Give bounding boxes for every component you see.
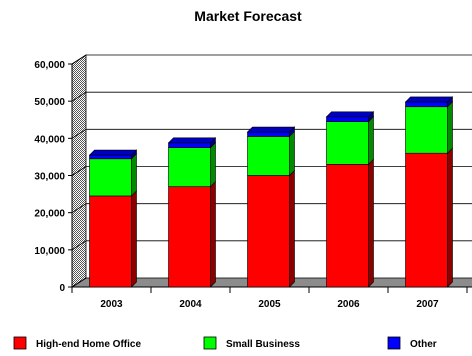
bar-segment bbox=[247, 175, 290, 288]
bar-side bbox=[447, 147, 453, 288]
gridline-wall bbox=[71, 203, 87, 214]
legend-label: High-end Home Office bbox=[36, 339, 141, 350]
bar-side bbox=[131, 190, 137, 288]
y-tick-label: 30,000 bbox=[34, 172, 65, 183]
bar-side bbox=[210, 141, 216, 188]
gridline-wall bbox=[71, 91, 87, 102]
y-tick-label: 50,000 bbox=[34, 97, 65, 108]
bar-segment bbox=[247, 136, 290, 176]
bar-segment bbox=[89, 154, 132, 160]
bar-side bbox=[368, 158, 374, 288]
bar-top bbox=[404, 96, 454, 103]
bar-segment bbox=[168, 147, 211, 187]
bar-segment bbox=[326, 116, 369, 122]
bar-top bbox=[167, 137, 217, 144]
x-tick-label: 2006 bbox=[337, 299, 360, 310]
y-tick-label: 10,000 bbox=[34, 246, 65, 257]
y-tick-label: 0 bbox=[59, 283, 65, 294]
legend-label: Other bbox=[410, 339, 437, 350]
gridline-wall bbox=[71, 166, 87, 176]
bar-segment bbox=[405, 101, 448, 108]
bar-segment bbox=[168, 186, 211, 288]
bar-segment bbox=[89, 158, 132, 197]
bar-top bbox=[325, 111, 375, 118]
gridline-wall bbox=[71, 54, 87, 65]
legend-swatch bbox=[13, 336, 27, 350]
bar-top bbox=[88, 149, 138, 156]
bar-segment bbox=[326, 121, 369, 165]
bar-top bbox=[246, 126, 296, 133]
bar-segment bbox=[168, 142, 211, 148]
bar-segment bbox=[405, 152, 448, 288]
gridline-wall bbox=[71, 240, 87, 251]
x-tick-label: 2004 bbox=[179, 299, 202, 310]
bar-side bbox=[289, 169, 295, 288]
y-tick-label: 60,000 bbox=[34, 60, 65, 71]
bar-segment bbox=[326, 164, 369, 288]
legend-label: Small Business bbox=[226, 339, 300, 350]
bar-segment bbox=[89, 195, 132, 288]
y-tick-label: 20,000 bbox=[34, 209, 65, 220]
bar-side bbox=[210, 180, 216, 288]
plot-area: 0 10,000 20,000 30,000 40,000 50,000 60,000 200… bbox=[34, 54, 472, 310]
gridline-wall bbox=[71, 277, 87, 288]
bar-side bbox=[131, 153, 137, 197]
x-tick-label: 2007 bbox=[416, 299, 439, 310]
bar-segment bbox=[247, 131, 290, 137]
x-tick-label: 2003 bbox=[100, 299, 123, 310]
y-tick-label: 40,000 bbox=[34, 134, 65, 145]
bar-segment bbox=[405, 106, 448, 154]
bar-side bbox=[289, 130, 295, 177]
gridline-wall bbox=[71, 128, 87, 139]
legend-swatch bbox=[387, 336, 401, 350]
legend: High-end Home Office Small Business Other bbox=[13, 336, 437, 350]
bar-side bbox=[368, 115, 374, 166]
bar-side bbox=[447, 101, 453, 154]
x-tick-label: 2005 bbox=[258, 299, 281, 310]
legend-swatch bbox=[203, 336, 217, 350]
chart-title: Market Forecast bbox=[194, 8, 302, 24]
